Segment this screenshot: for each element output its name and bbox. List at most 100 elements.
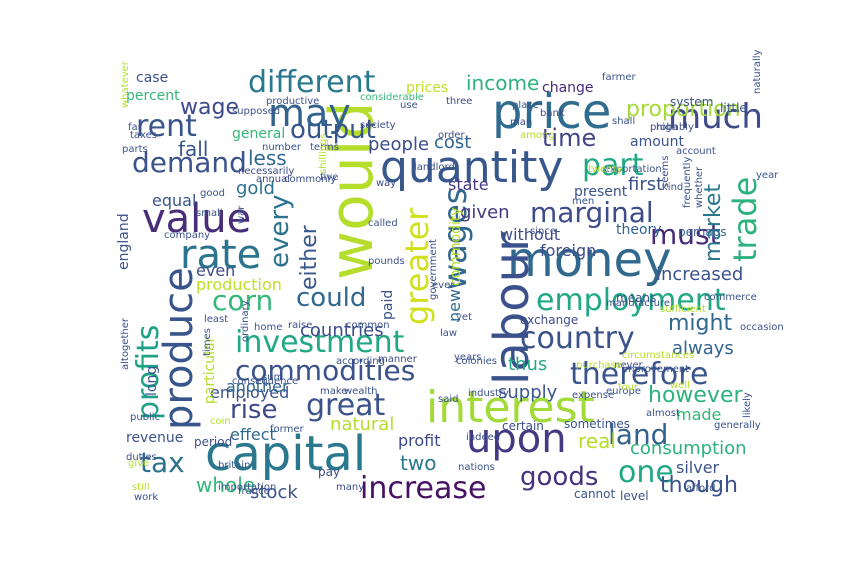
word-work: work bbox=[134, 492, 158, 503]
word-twenty: twenty bbox=[588, 164, 623, 175]
word-greater: greater bbox=[398, 207, 436, 325]
word-gold: gold bbox=[236, 178, 275, 199]
word-rate: rate bbox=[180, 232, 261, 278]
word-use: use bbox=[400, 100, 418, 111]
word-yet: yet bbox=[456, 312, 472, 323]
word-time: time bbox=[542, 124, 596, 152]
word-said: said bbox=[438, 394, 458, 405]
word-employed: employed bbox=[210, 383, 289, 402]
word-war: war bbox=[236, 205, 247, 224]
word-consequence: consequence bbox=[232, 376, 298, 387]
word-market: market bbox=[701, 184, 726, 262]
word-shall: shall bbox=[612, 116, 635, 127]
word-corn: corn bbox=[212, 284, 273, 317]
word-men: men bbox=[572, 196, 594, 207]
word-either: either bbox=[297, 224, 322, 290]
word-likely: likely bbox=[742, 392, 753, 418]
word-state: state bbox=[448, 175, 489, 194]
word-among: among bbox=[520, 130, 555, 141]
word-public: public bbox=[130, 412, 160, 423]
word-foreign: foreign bbox=[540, 241, 596, 260]
word-common: common bbox=[346, 320, 390, 331]
word-supply: supply bbox=[498, 382, 558, 403]
word-indeed: indeed bbox=[466, 432, 500, 443]
word-profit: profit bbox=[398, 431, 441, 450]
word-society: society bbox=[360, 120, 396, 131]
word-five: five bbox=[320, 172, 338, 183]
word-price: price bbox=[492, 84, 611, 140]
word-circumstances: circumstances bbox=[622, 350, 694, 361]
word-might: might bbox=[668, 311, 732, 336]
word-exchange: exchange bbox=[520, 313, 578, 327]
word-commonly: commonly bbox=[284, 174, 336, 185]
word-case: case bbox=[136, 70, 168, 86]
word-manner: manner bbox=[378, 354, 418, 365]
word-real: real bbox=[578, 429, 616, 453]
word-goods: goods bbox=[520, 462, 598, 492]
word-output: output bbox=[290, 115, 376, 145]
word-nations: nations bbox=[458, 462, 495, 473]
word-man: man bbox=[510, 117, 532, 128]
word-increased: increased bbox=[656, 264, 743, 285]
word-labour: labour bbox=[484, 232, 540, 385]
word-considerable: considerable bbox=[360, 92, 424, 103]
word-fall: fall bbox=[178, 137, 208, 161]
word-productive: productive bbox=[266, 96, 319, 107]
word-another: another bbox=[226, 377, 289, 396]
word-altogether: altogether bbox=[120, 317, 131, 370]
word-landlord: landlord bbox=[414, 162, 455, 173]
word-never: never bbox=[614, 360, 644, 371]
word-consumption: consumption bbox=[630, 438, 747, 459]
word-capital: capital bbox=[205, 426, 366, 482]
word-many: many bbox=[336, 482, 364, 493]
word-however: however bbox=[648, 383, 743, 408]
word-expense: expense bbox=[572, 390, 614, 401]
word-times: times bbox=[202, 328, 213, 356]
word-could: could bbox=[296, 283, 366, 313]
word-commodities: commodities bbox=[235, 354, 415, 387]
word-would: would bbox=[317, 101, 387, 280]
word-government: government bbox=[428, 239, 439, 300]
word-therefore: therefore bbox=[570, 357, 708, 392]
word-shillings: shillings bbox=[318, 133, 329, 174]
word-may: may bbox=[268, 91, 351, 135]
word-trade: trade bbox=[726, 177, 764, 262]
word-land: land bbox=[608, 418, 668, 451]
word-necessarily: necessarily bbox=[238, 166, 294, 177]
word-cannot: cannot bbox=[574, 487, 616, 501]
word-exportation: exportation bbox=[604, 164, 662, 175]
word-four: four bbox=[618, 382, 639, 393]
word-kind: kind bbox=[662, 182, 683, 193]
word-pounds: pounds bbox=[368, 256, 405, 267]
word-effect: effect bbox=[230, 425, 276, 444]
word-give: give bbox=[128, 458, 149, 469]
word-small: small bbox=[196, 208, 223, 219]
word-way: way bbox=[376, 178, 396, 189]
word-money: money bbox=[507, 232, 671, 288]
word-even: even bbox=[196, 261, 235, 280]
word-improvement: improvement bbox=[622, 364, 689, 375]
word-raise: raise bbox=[288, 320, 312, 331]
word-upon: upon bbox=[466, 416, 567, 462]
word-according: according bbox=[336, 356, 385, 367]
word-sum: sum bbox=[262, 372, 283, 383]
word-long: long bbox=[144, 366, 160, 396]
word-increase: increase bbox=[360, 471, 486, 506]
word-given: given bbox=[460, 202, 510, 223]
word-much: much bbox=[668, 97, 763, 137]
word-natural: natural bbox=[330, 414, 394, 435]
word-great: great bbox=[306, 388, 386, 423]
word-pay: pay bbox=[318, 465, 340, 479]
word-two: two bbox=[400, 451, 436, 475]
word-france: france bbox=[238, 486, 270, 497]
word-purchase: purchase bbox=[576, 360, 622, 371]
word-income: income bbox=[466, 71, 539, 95]
word-little: little bbox=[720, 101, 747, 115]
word-marginal: marginal bbox=[530, 196, 654, 229]
word-years: years bbox=[454, 352, 482, 363]
word-manufacture: manufacture bbox=[606, 298, 670, 309]
word-produce: produce bbox=[156, 267, 202, 430]
word-account: account bbox=[676, 146, 716, 157]
word-company: company bbox=[164, 230, 210, 241]
word-value: value bbox=[142, 196, 251, 242]
